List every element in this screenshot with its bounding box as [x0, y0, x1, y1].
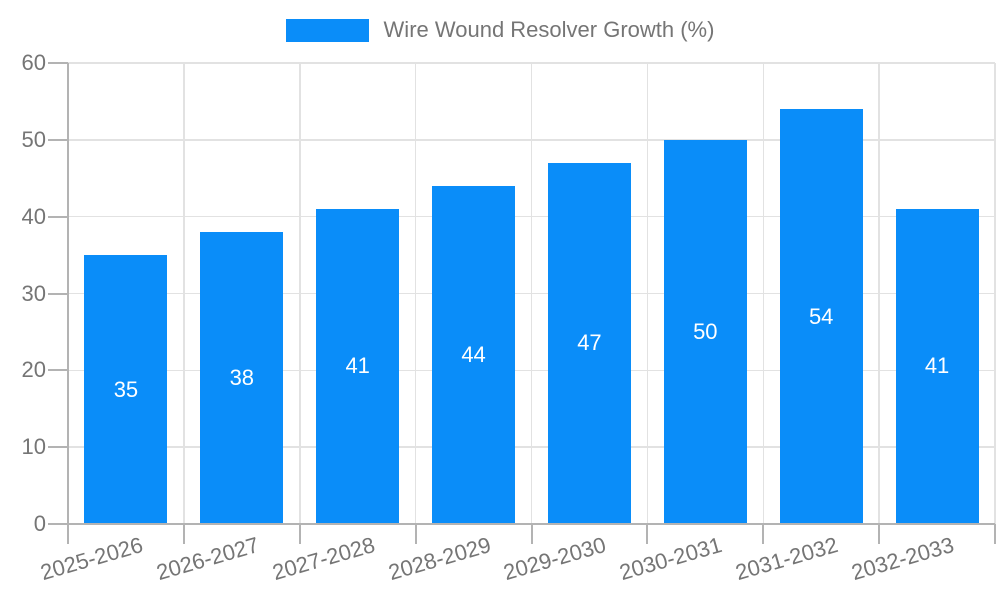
legend-label: Wire Wound Resolver Growth (%) [383, 17, 715, 42]
legend: Wire Wound Resolver Growth (%) [0, 17, 1000, 43]
y-axis-tick [48, 62, 68, 64]
bar [432, 185, 516, 524]
x-axis-tick [762, 524, 765, 544]
gridline-vertical [762, 63, 764, 524]
y-axis-line [67, 63, 69, 524]
y-axis-tick [48, 292, 68, 295]
x-axis-line [68, 523, 995, 525]
y-axis-tick [48, 369, 68, 372]
bar-value-label: 47 [577, 330, 602, 356]
gridline-vertical [183, 63, 185, 524]
x-axis-tick [67, 524, 69, 544]
x-axis-tick [414, 524, 417, 544]
x-axis-tick [994, 524, 996, 544]
x-axis-tick [646, 524, 649, 544]
gridline-vertical [530, 63, 533, 524]
gridline-vertical [299, 63, 301, 524]
y-axis-tick [48, 215, 68, 218]
bar-value-label: 41 [345, 353, 370, 379]
y-axis-tick-label: 0 [33, 511, 46, 536]
y-axis-tick [48, 523, 68, 525]
gridline-vertical [414, 63, 417, 524]
y-axis-tick-label: 20 [21, 357, 46, 383]
bar [895, 208, 979, 524]
x-axis-tick [182, 524, 185, 544]
bar [316, 208, 400, 524]
x-axis-tick [530, 524, 533, 544]
y-axis-tick-label: 10 [21, 434, 46, 460]
bar [779, 109, 863, 524]
y-axis-tick-label: 40 [21, 203, 46, 229]
bar-value-label: 50 [693, 318, 718, 344]
x-axis-tick [298, 524, 301, 544]
bar-value-label: 38 [229, 365, 255, 391]
bar [663, 139, 747, 524]
y-axis-tick-label: 50 [21, 126, 46, 152]
bar-value-label: 41 [924, 353, 950, 379]
bar [547, 162, 631, 524]
x-axis-tick [878, 524, 881, 544]
bar-value-label: 54 [808, 303, 834, 329]
bar-value-label: 44 [461, 341, 486, 367]
bar-value-label: 35 [113, 376, 139, 402]
gridline-vertical [994, 63, 996, 524]
gridline-vertical [878, 63, 880, 524]
y-axis-tick-label: 30 [21, 280, 46, 306]
bar [84, 255, 168, 524]
legend-swatch [285, 18, 369, 42]
y-axis-tick [48, 446, 68, 449]
y-axis-tick-label: 60 [21, 50, 46, 75]
gridline-vertical [646, 63, 649, 524]
y-axis-tick [48, 138, 68, 141]
bar [200, 232, 284, 524]
